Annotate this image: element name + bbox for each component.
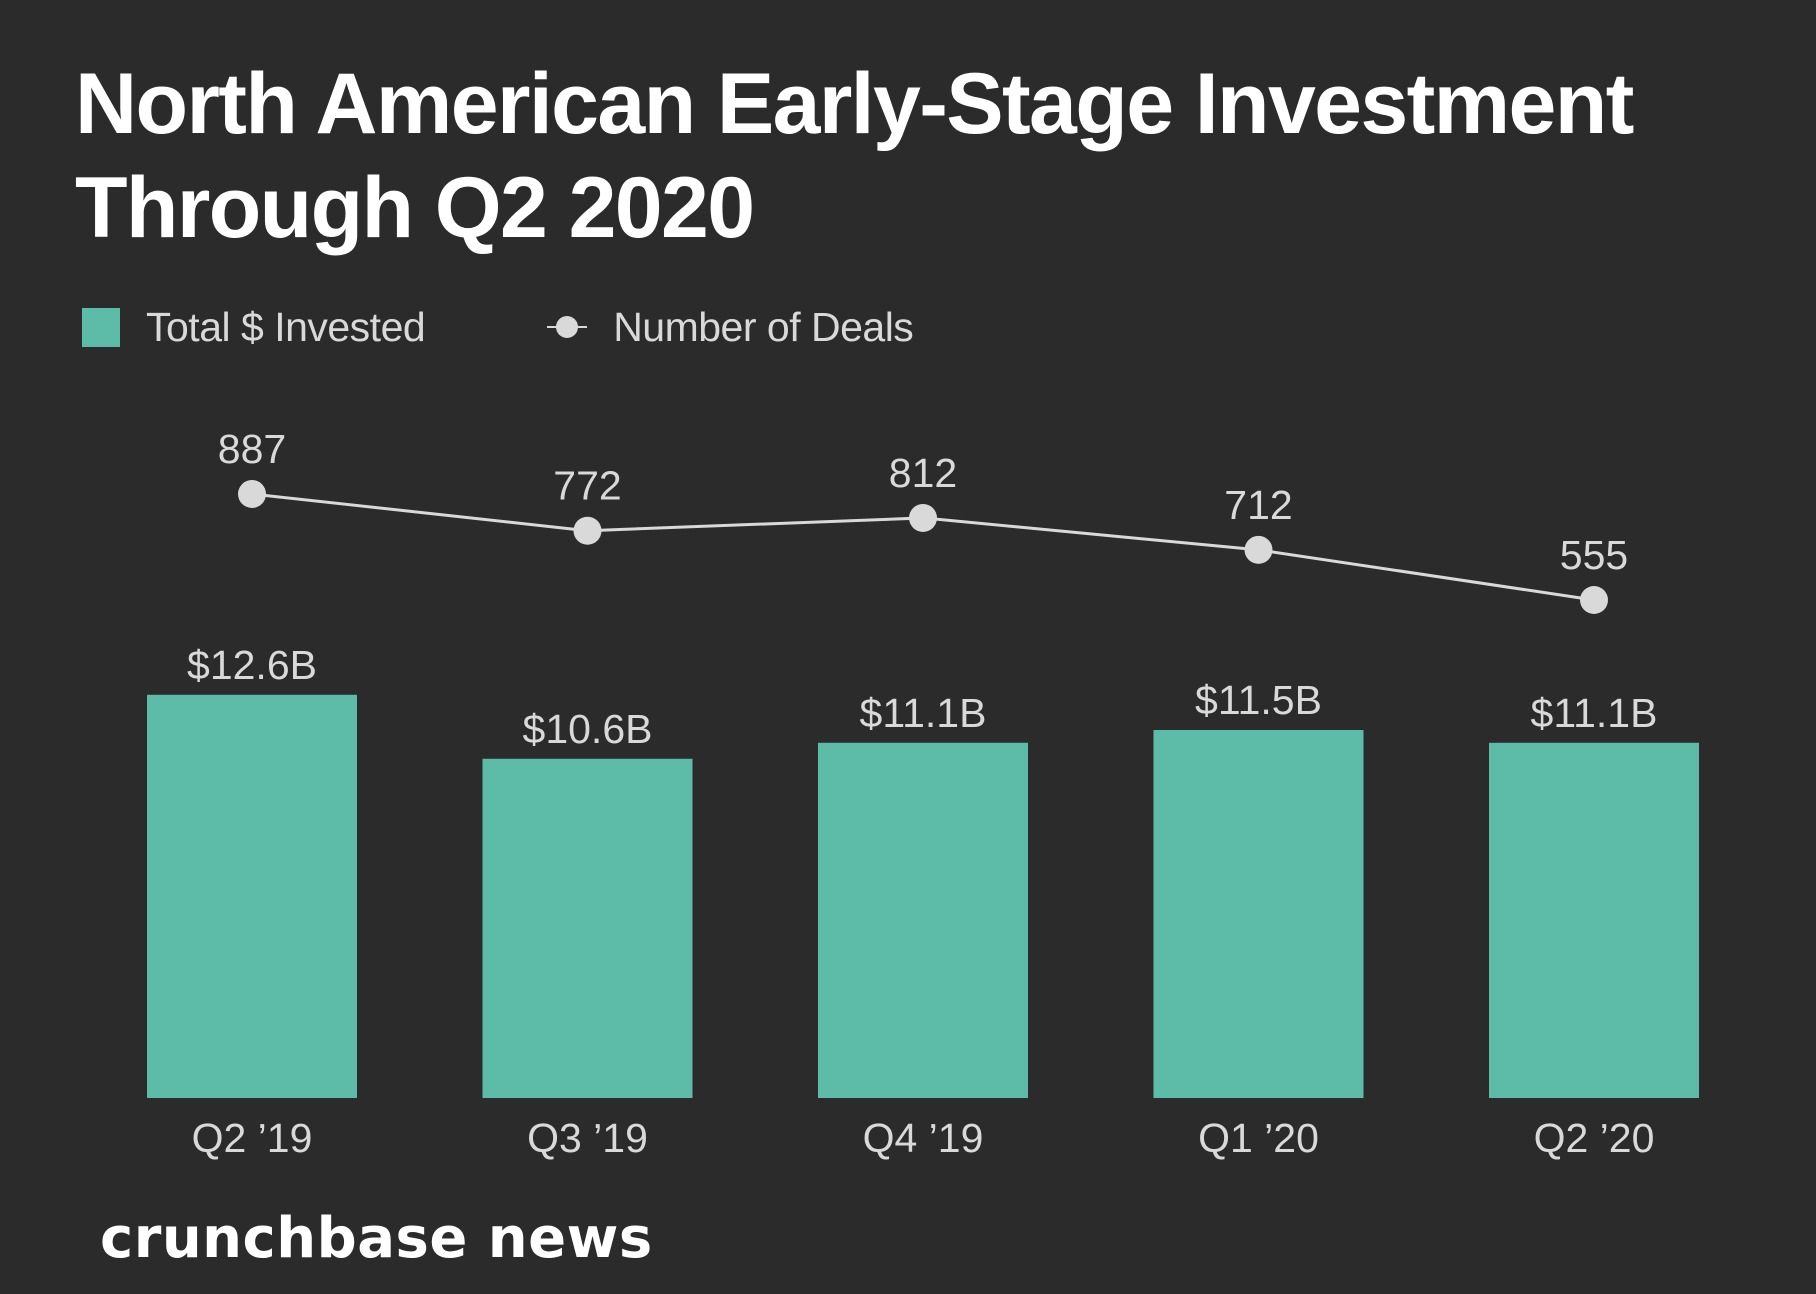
chart-title-line-1: North American Early-Stage Investment — [75, 56, 1634, 152]
legend-item-number-of-deals: Number of Deals — [547, 303, 914, 351]
line-series — [238, 479, 1608, 614]
chart-title: North American Early-Stage Investment Th… — [75, 52, 1634, 260]
legend-label-number-of-deals: Number of Deals — [613, 303, 914, 350]
deals-point — [573, 516, 602, 545]
deals-point — [1244, 535, 1273, 564]
bar — [147, 694, 357, 1098]
bar — [1489, 742, 1699, 1098]
legend-item-total-invested: Total $ Invested — [82, 303, 426, 351]
legend-line-marker-icon — [547, 315, 588, 339]
deals-point — [909, 503, 937, 532]
legend-label-total-invested: Total $ Invested — [146, 303, 426, 350]
bar-value-label: $11.5B — [1195, 677, 1322, 723]
x-tick-label: Q4 ’19 — [863, 1115, 984, 1161]
deals-point — [238, 479, 266, 508]
bar — [482, 758, 693, 1098]
deals-value-label: 812 — [889, 450, 957, 496]
bar — [1153, 730, 1364, 1098]
x-tick-label: Q1 ’20 — [1198, 1115, 1319, 1161]
deals-value-label: 555 — [1560, 532, 1628, 578]
bar — [818, 742, 1028, 1098]
chart-title-line-2: Through Q2 2020 — [75, 160, 755, 256]
bar-value-label: $11.1B — [1531, 690, 1658, 736]
deals-value-label: 887 — [218, 426, 286, 472]
deals-point — [1580, 586, 1608, 614]
bar-value-labels: $12.6B $10.6B $11.1B $11.5B $11.1B — [187, 642, 1657, 752]
legend-bar-swatch-icon — [82, 307, 120, 347]
chart-legend: Total $ Invested Number of Deals — [82, 302, 914, 352]
bar-value-label: $10.6B — [523, 706, 653, 752]
bar-value-label: $11.1B — [860, 690, 987, 736]
x-tick-label: Q2 ’19 — [192, 1115, 313, 1161]
deals-value-label: 772 — [553, 463, 621, 509]
bar-series — [147, 694, 1699, 1098]
deals-value-label: 712 — [1224, 482, 1292, 528]
x-axis-tick-labels: Q2 ’19 Q3 ’19 Q4 ’19 Q1 ’20 Q2 ’20 — [192, 1115, 1655, 1161]
x-tick-label: Q3 ’19 — [527, 1115, 648, 1161]
bar-value-label: $12.6B — [187, 642, 317, 688]
line-value-labels: 887 772 812 712 555 — [218, 426, 1628, 578]
x-tick-label: Q2 ’20 — [1534, 1115, 1655, 1161]
crunchbase-news-logo: crunchbase news — [100, 1206, 653, 1271]
